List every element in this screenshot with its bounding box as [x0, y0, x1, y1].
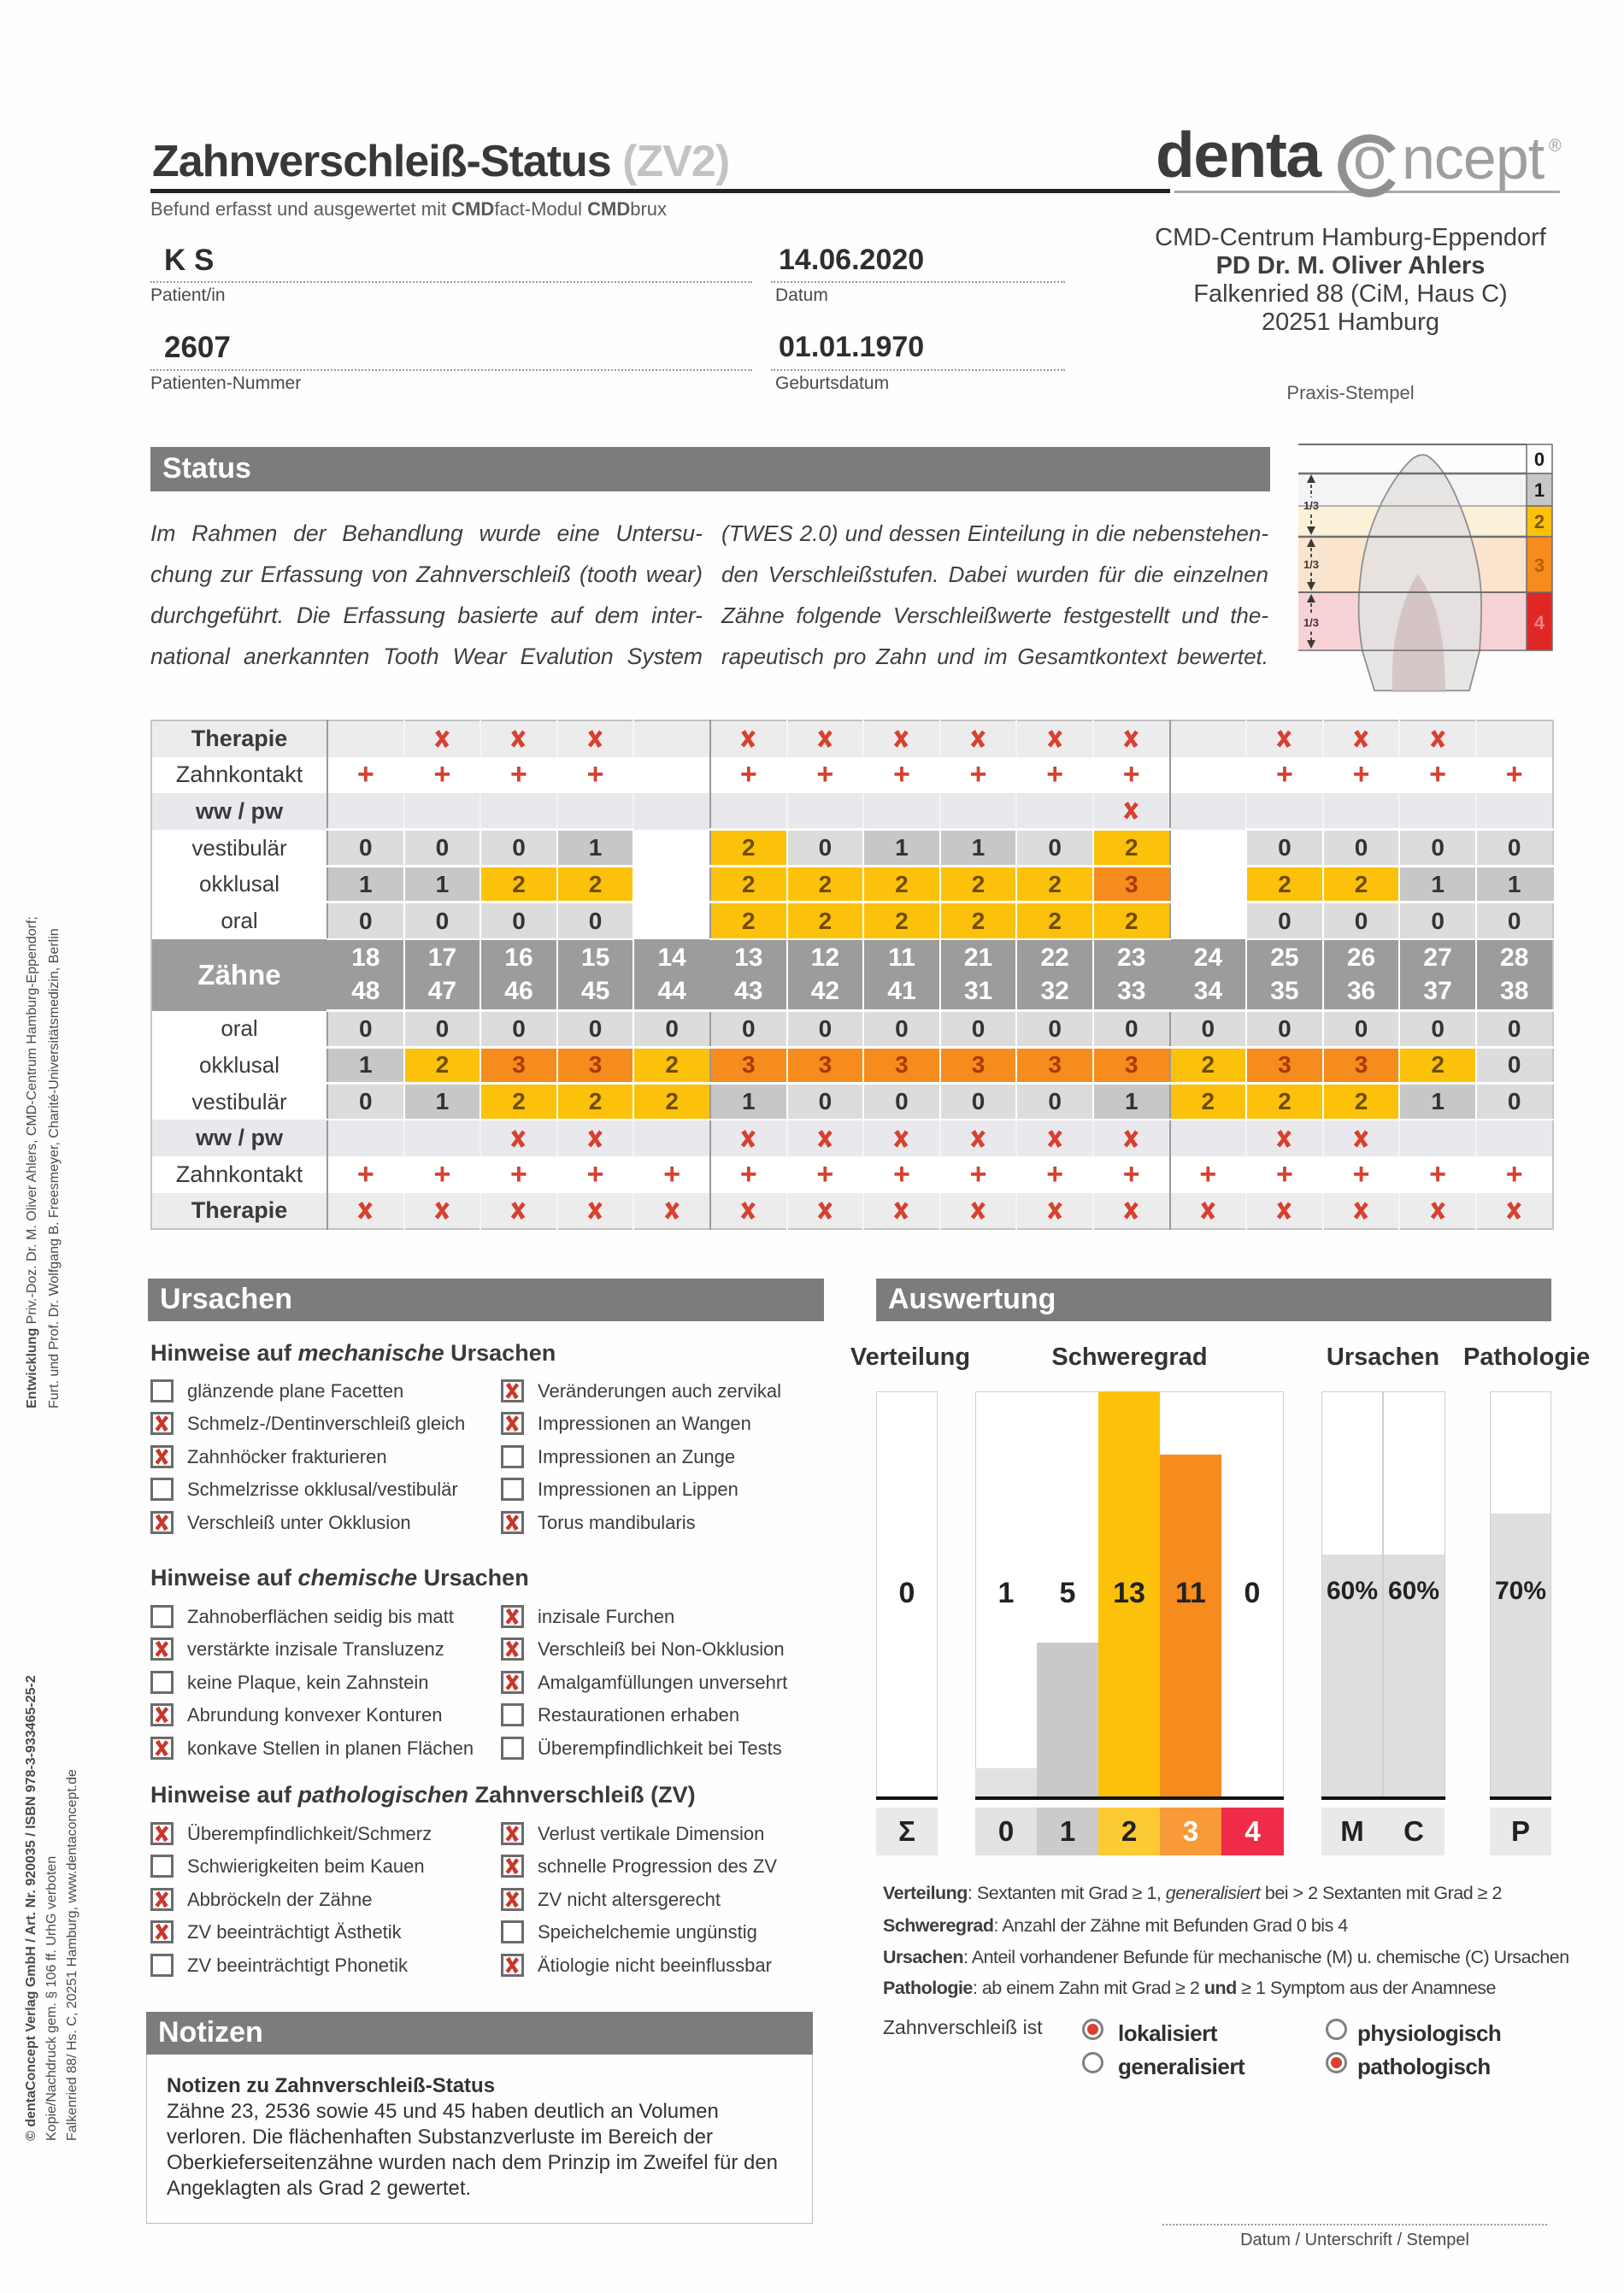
svg-text:1/3: 1/3 — [1303, 616, 1319, 629]
svg-text:4: 4 — [1534, 612, 1545, 633]
svg-text:2: 2 — [1534, 511, 1545, 532]
svg-text:0: 0 — [1534, 449, 1545, 470]
svg-text:1/3: 1/3 — [1303, 499, 1319, 512]
svg-text:3: 3 — [1534, 555, 1545, 576]
svg-text:1: 1 — [1534, 479, 1545, 501]
svg-text:1/3: 1/3 — [1303, 558, 1319, 571]
